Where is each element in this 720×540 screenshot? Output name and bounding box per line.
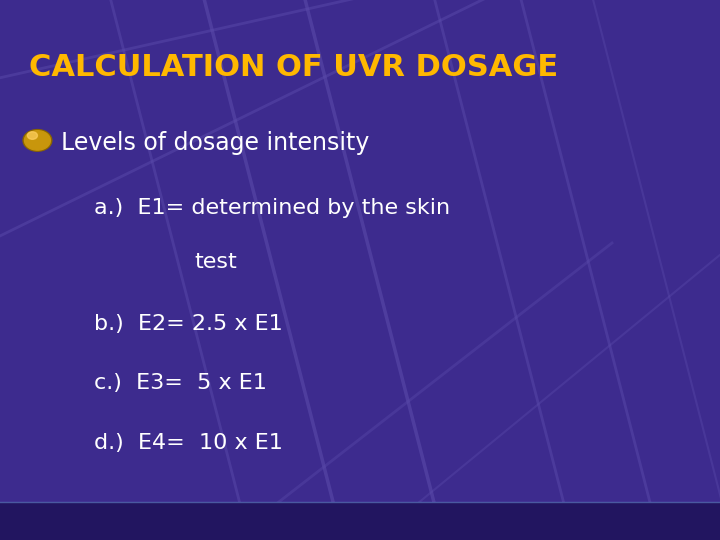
Text: test: test (194, 252, 237, 272)
Text: CALCULATION OF UVR DOSAGE: CALCULATION OF UVR DOSAGE (29, 53, 558, 82)
Text: Levels of dosage intensity: Levels of dosage intensity (61, 131, 369, 155)
Text: c.)  E3=  5 x E1: c.) E3= 5 x E1 (94, 373, 266, 394)
Circle shape (24, 131, 50, 150)
Circle shape (23, 130, 52, 151)
Text: b.)  E2= 2.5 x E1: b.) E2= 2.5 x E1 (94, 314, 282, 334)
Text: a.)  E1= determined by the skin: a.) E1= determined by the skin (94, 198, 450, 218)
Text: d.)  E4=  10 x E1: d.) E4= 10 x E1 (94, 433, 282, 453)
Circle shape (27, 132, 37, 139)
FancyBboxPatch shape (0, 502, 720, 540)
